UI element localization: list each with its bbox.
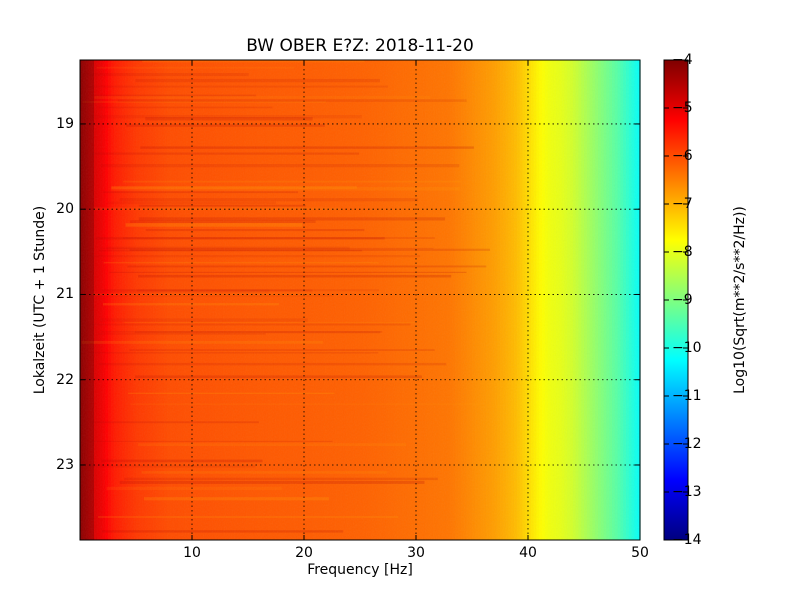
colorbar-tick-label: −11 (672, 388, 702, 404)
colorbar-tick-label: −9 (672, 292, 693, 308)
y-tick-label: 22 (56, 371, 74, 388)
x-tick-label: 30 (407, 545, 425, 561)
spectrogram-texture (80, 60, 640, 540)
x-tick-label: 50 (631, 545, 649, 561)
x-tick-label: 20 (295, 545, 313, 561)
colorbar-tick-label: −14 (672, 532, 702, 548)
chart-title: BW OBER E?Z: 2018-11-20 (246, 36, 474, 56)
grid-lines (80, 60, 640, 540)
y-tick-label: 19 (56, 115, 74, 132)
colorbar-tick-label: −4 (672, 52, 693, 68)
y-tick-label: 20 (56, 201, 74, 218)
colorbar-tick-label: −10 (672, 340, 702, 356)
y-tick-label: 21 (56, 286, 74, 303)
y-axis-label: Lokalzeit (UTC + 1 Stunde) (32, 205, 48, 395)
colorbar-label: Log10(Sqrt(m**2/s**2/Hz)) (732, 206, 748, 394)
colorbar-tick-marks (664, 59, 688, 541)
plot-frame (79, 59, 641, 541)
colorbar-tick-label: −13 (672, 484, 702, 500)
x-axis-label: Frequency [Hz] (307, 562, 413, 578)
y-tick-label: 23 (56, 456, 74, 473)
tick-marks (80, 60, 641, 540)
colorbar-tick-label: −6 (672, 148, 693, 164)
colorbar-tick-label: −7 (672, 196, 693, 212)
colorbar-tick-label: −5 (672, 100, 693, 116)
x-tick-label: 40 (519, 545, 537, 561)
colorbar-tick-label: −8 (672, 244, 693, 260)
colorbar-tick-label: −12 (672, 436, 702, 452)
x-tick-label: 10 (183, 545, 201, 561)
